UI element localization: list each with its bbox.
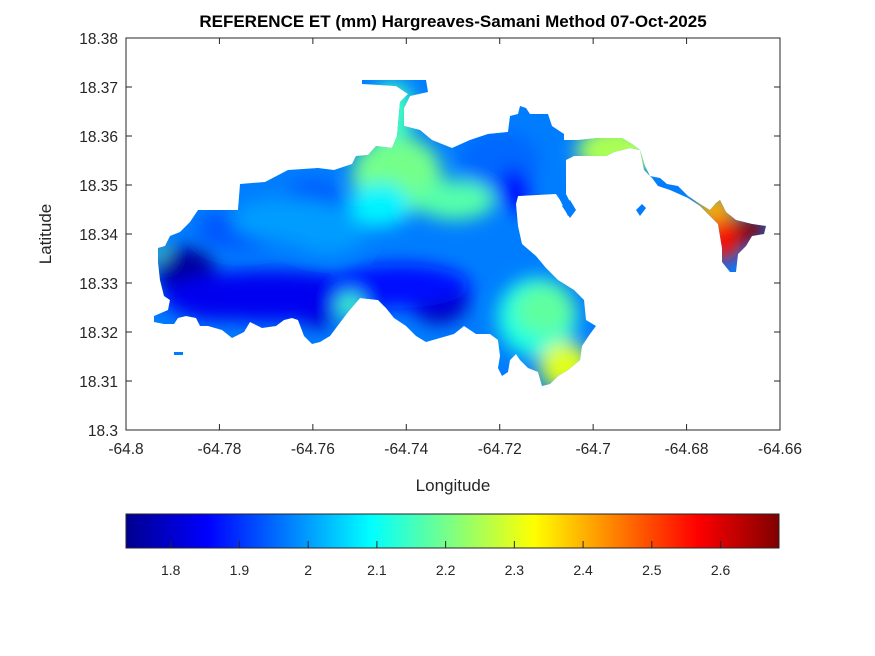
y-tick-label: 18.36 bbox=[79, 129, 118, 146]
x-tick-label: -64.72 bbox=[478, 441, 522, 458]
chart-title: REFERENCE ET (mm) Hargreaves-Samani Meth… bbox=[199, 12, 706, 31]
x-axis-label: Longitude bbox=[416, 476, 491, 495]
y-tick-label: 18.32 bbox=[79, 325, 118, 342]
y-tick-label: 18.33 bbox=[79, 276, 118, 293]
y-axis-label: Latitude bbox=[36, 204, 55, 265]
colorbar-gradient bbox=[125, 513, 780, 549]
y-tick-label: 18.37 bbox=[79, 80, 118, 97]
colorbar-tick-label: 1.8 bbox=[161, 562, 181, 578]
north-green bbox=[415, 180, 495, 220]
colorbar-tick-label: 2.1 bbox=[367, 562, 387, 578]
colorbar-tick-label: 2.4 bbox=[573, 562, 593, 578]
mid-band bbox=[230, 198, 350, 242]
y-tick-label: 18.35 bbox=[79, 178, 118, 195]
x-tick-label: -64.7 bbox=[575, 441, 610, 458]
colorbar-tick-label: 2.2 bbox=[436, 562, 456, 578]
plot-area: -64.8 -64.78 -64.76 -64.74 -64.72 -64.7 -64.68… bbox=[79, 31, 802, 458]
x-tick-label: -64.76 bbox=[291, 441, 335, 458]
y-tick-label: 18.34 bbox=[79, 227, 118, 244]
colorbar-tick-label: 2.5 bbox=[642, 562, 662, 578]
x-tick-label: -64.66 bbox=[758, 441, 802, 458]
x-tick-label: -64.74 bbox=[384, 441, 428, 458]
low-band-2 bbox=[330, 264, 470, 308]
x-axis: -64.8 -64.78 -64.76 -64.74 -64.72 -64.7 -64.68… bbox=[108, 38, 802, 458]
colorbar-ticks: 1.8 1.9 2 2.1 2.2 2.3 2.4 2.5 2.6 bbox=[161, 541, 731, 578]
colorbar-tick-label: 1.9 bbox=[230, 562, 250, 578]
colorbar-tick-label: 2.6 bbox=[711, 562, 731, 578]
y-tick-label: 18.3 bbox=[88, 423, 118, 440]
colorbar-tick-label: 2 bbox=[304, 562, 312, 578]
x-tick-label: -64.8 bbox=[108, 441, 143, 458]
low-band bbox=[160, 270, 380, 322]
y-tick-label: 18.31 bbox=[79, 374, 118, 391]
east-green bbox=[515, 284, 575, 336]
x-tick-label: -64.78 bbox=[197, 441, 241, 458]
x-tick-label: -64.68 bbox=[665, 441, 709, 458]
y-tick-label: 18.38 bbox=[79, 31, 118, 48]
y-axis: 18.3 18.31 18.32 18.33 18.34 18.35 18.36 18.37 1… bbox=[79, 31, 780, 440]
colorbar: 1.8 1.9 2 2.1 2.2 2.3 2.4 2.5 2.6 bbox=[125, 513, 780, 578]
colorbar-tick-label: 2.3 bbox=[505, 562, 525, 578]
cyan-zone bbox=[350, 183, 410, 227]
